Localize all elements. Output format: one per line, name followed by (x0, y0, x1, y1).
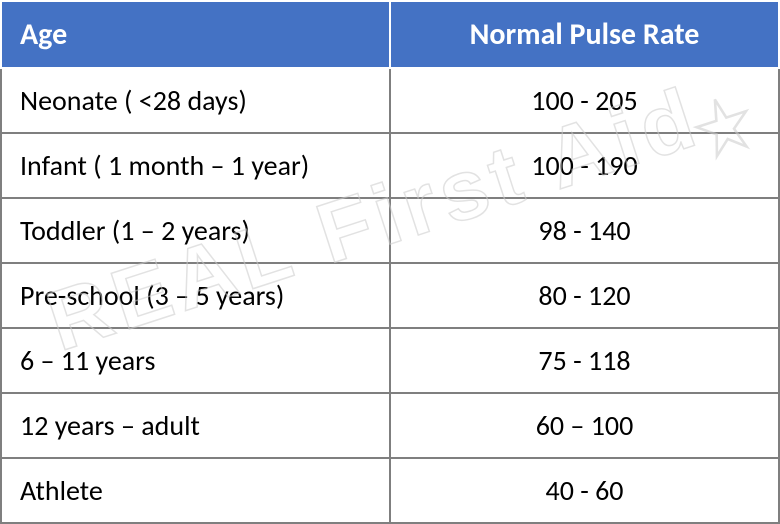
cell-rate: 75 - 118 (390, 328, 779, 393)
cell-rate: 100 - 205 (390, 68, 779, 133)
cell-age: Athlete (1, 458, 390, 523)
cell-age: Pre-school (3 – 5 years) (1, 263, 390, 328)
header-rate: Normal Pulse Rate (390, 1, 779, 68)
table-header-row: Age Normal Pulse Rate (1, 1, 779, 68)
cell-age: 12 years – adult (1, 393, 390, 458)
pulse-rate-table-container: Age Normal Pulse Rate Neonate ( <28 days… (0, 0, 780, 524)
cell-age: 6 – 11 years (1, 328, 390, 393)
cell-age: Infant ( 1 month – 1 year) (1, 133, 390, 198)
table-row: 12 years – adult 60 – 100 (1, 393, 779, 458)
cell-rate: 100 - 190 (390, 133, 779, 198)
table-row: Neonate ( <28 days) 100 - 205 (1, 68, 779, 133)
table-body: Neonate ( <28 days) 100 - 205 Infant ( 1… (1, 68, 779, 523)
table-row: Infant ( 1 month – 1 year) 100 - 190 (1, 133, 779, 198)
cell-rate: 60 – 100 (390, 393, 779, 458)
table-row: Toddler (1 – 2 years) 98 - 140 (1, 198, 779, 263)
cell-age: Toddler (1 – 2 years) (1, 198, 390, 263)
table-row: Pre-school (3 – 5 years) 80 - 120 (1, 263, 779, 328)
header-age: Age (1, 1, 390, 68)
table-row: 6 – 11 years 75 - 118 (1, 328, 779, 393)
cell-age: Neonate ( <28 days) (1, 68, 390, 133)
cell-rate: 98 - 140 (390, 198, 779, 263)
cell-rate: 40 - 60 (390, 458, 779, 523)
pulse-rate-table: Age Normal Pulse Rate Neonate ( <28 days… (0, 0, 780, 524)
cell-rate: 80 - 120 (390, 263, 779, 328)
table-row: Athlete 40 - 60 (1, 458, 779, 523)
